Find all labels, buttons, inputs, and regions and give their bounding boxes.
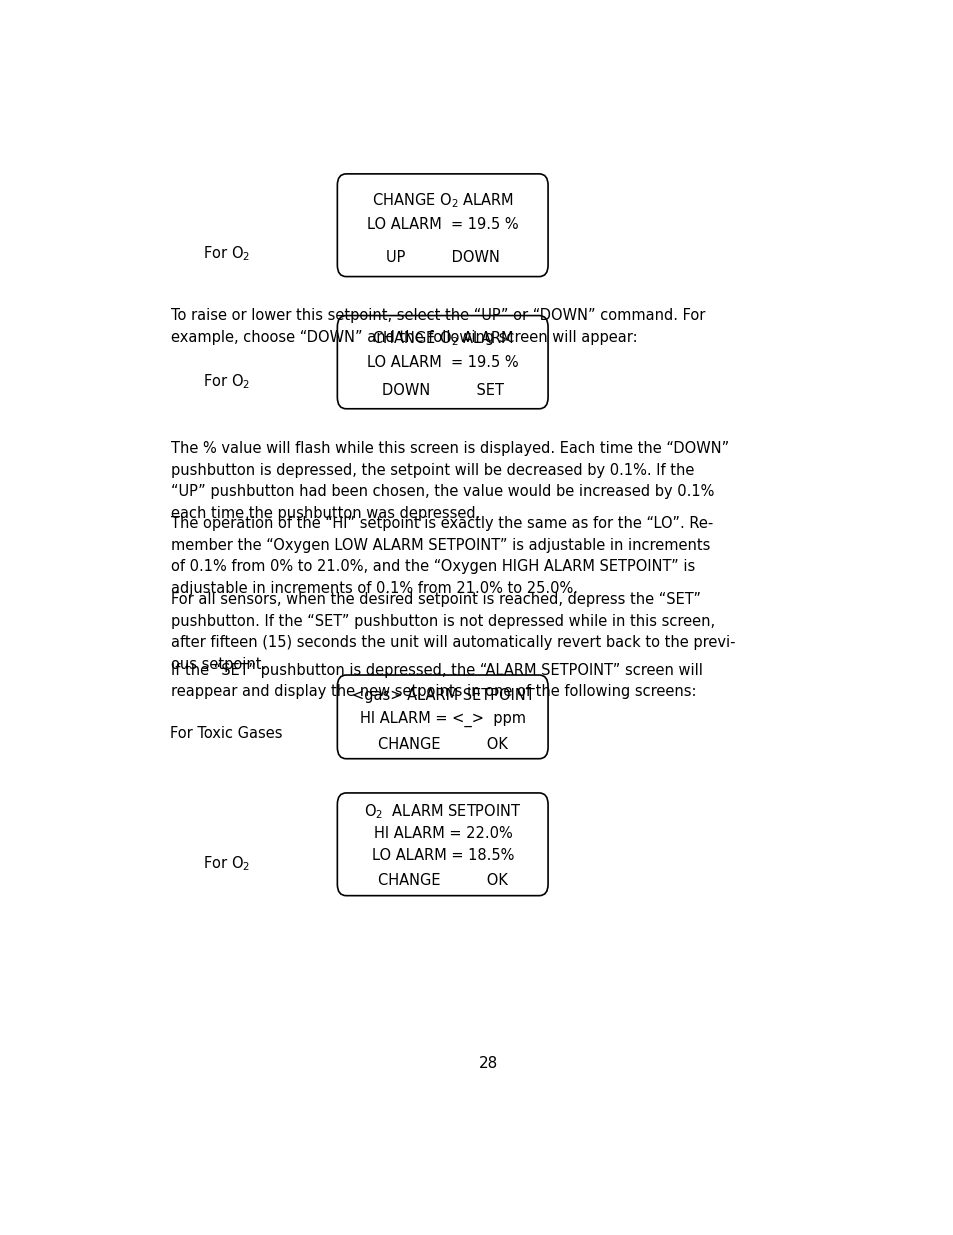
Text: For O$_2$: For O$_2$: [203, 245, 250, 263]
Text: For Toxic Gases: For Toxic Gases: [170, 726, 282, 741]
Text: For O$_2$: For O$_2$: [203, 853, 250, 873]
FancyBboxPatch shape: [337, 174, 547, 277]
Text: If the “SET” pushbutton is depressed, the “ALARM SETPOINT” screen will
reappear : If the “SET” pushbutton is depressed, th…: [171, 663, 702, 699]
Text: HI ALARM = 22.0%: HI ALARM = 22.0%: [374, 826, 512, 841]
Text: CHANGE          OK: CHANGE OK: [377, 873, 508, 888]
Text: UP          DOWN: UP DOWN: [386, 249, 499, 266]
FancyBboxPatch shape: [337, 793, 547, 895]
Text: For all sensors, when the desired setpoint is reached, depress the “SET”
pushbut: For all sensors, when the desired setpoi…: [171, 593, 735, 672]
Text: For O$_2$: For O$_2$: [203, 372, 250, 390]
Text: CHANGE O$_2$ ALARM: CHANGE O$_2$ ALARM: [372, 329, 514, 348]
Text: O$_2$  ALARM SETPOINT: O$_2$ ALARM SETPOINT: [364, 803, 521, 821]
Text: LO ALARM  = 19.5 %: LO ALARM = 19.5 %: [367, 217, 518, 232]
Text: 28: 28: [478, 1056, 498, 1071]
FancyBboxPatch shape: [337, 676, 547, 758]
Text: DOWN          SET: DOWN SET: [382, 383, 503, 398]
Text: The % value will flash while this screen is displayed. Each time the “DOWN”
push: The % value will flash while this screen…: [171, 441, 728, 521]
Text: To raise or lower this setpoint, select the “UP” or “DOWN” command. For
example,: To raise or lower this setpoint, select …: [171, 308, 704, 345]
Text: HI ALARM = <_>  ppm: HI ALARM = <_> ppm: [359, 710, 525, 727]
Text: LO ALARM = 18.5%: LO ALARM = 18.5%: [372, 848, 514, 863]
Text: LO ALARM  = 19.5 %: LO ALARM = 19.5 %: [367, 354, 518, 369]
FancyBboxPatch shape: [337, 316, 547, 409]
Text: CHANGE          OK: CHANGE OK: [377, 737, 508, 752]
Text: CHANGE O$_2$ ALARM: CHANGE O$_2$ ALARM: [372, 191, 514, 210]
Text: The operation of the “HI” setpoint is exactly the same as for the “LO”. Re-
memb: The operation of the “HI” setpoint is ex…: [171, 516, 713, 597]
Text: <gas> ALARM SETPOINT: <gas> ALARM SETPOINT: [352, 688, 534, 704]
